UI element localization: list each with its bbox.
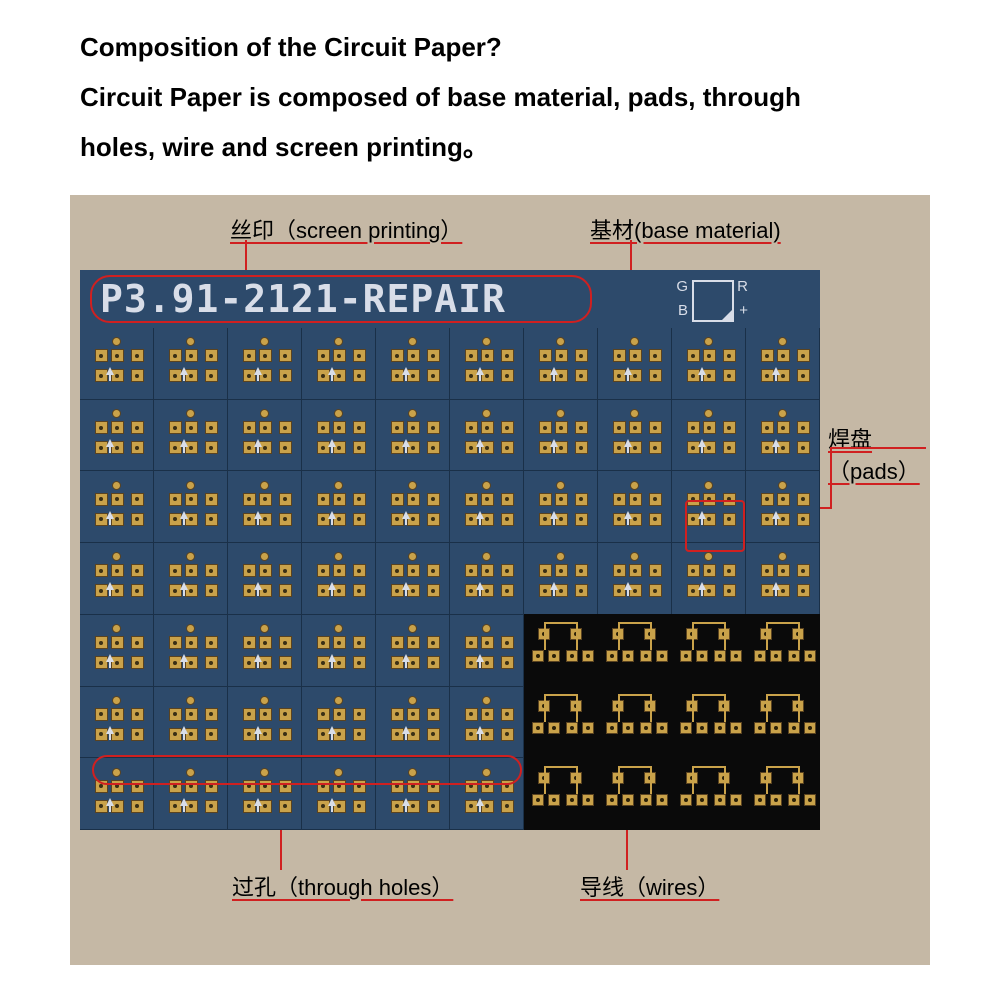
grid-cell <box>154 615 228 687</box>
grid-cell <box>672 543 746 615</box>
grid-cell <box>80 687 154 759</box>
grid-cell <box>376 615 450 687</box>
grid-cell <box>154 687 228 759</box>
wire-cell <box>524 614 598 686</box>
grid-cell <box>450 328 524 400</box>
marker-g: G <box>676 278 688 295</box>
grid-cell <box>228 400 302 472</box>
grid-cell <box>154 471 228 543</box>
grid-cell <box>302 328 376 400</box>
grid-cell <box>80 543 154 615</box>
grid-cell <box>746 328 820 400</box>
leader-base-material <box>630 240 632 270</box>
grid-cell <box>154 400 228 472</box>
grid-cell <box>672 328 746 400</box>
grid-cell <box>154 328 228 400</box>
grid-cell <box>228 543 302 615</box>
wire-cell <box>524 758 598 830</box>
grid-cell <box>450 471 524 543</box>
grid-cell <box>80 328 154 400</box>
diagram-frame: 丝印（screen printing） 基材(base material) 焊盘… <box>70 195 930 965</box>
leader-pads-h <box>830 447 926 449</box>
pcb-board: P3.91-2121-REPAIR G R B + <box>80 270 820 830</box>
heading-line3: holes, wire and screen printing。 <box>80 128 489 167</box>
wire-cell <box>524 686 598 758</box>
grid-cell <box>228 328 302 400</box>
wire-cell <box>746 614 820 686</box>
grid-cell <box>450 615 524 687</box>
label-pads: 焊盘（pads） <box>828 422 930 486</box>
grid-cell <box>228 615 302 687</box>
wire-cell <box>598 758 672 830</box>
label-through-holes: 过孔（through holes） <box>232 870 453 902</box>
grid-cell <box>524 543 598 615</box>
grid-cell <box>376 543 450 615</box>
grid-cell <box>524 400 598 472</box>
grid-cell <box>598 543 672 615</box>
grid-cell <box>450 543 524 615</box>
leader-pads-v1 <box>830 447 832 507</box>
heading-line1: Composition of the Circuit Paper? <box>80 28 502 67</box>
silkscreen-title-box: P3.91-2121-REPAIR <box>90 275 592 323</box>
grid-cell <box>450 687 524 759</box>
wires-region <box>524 614 820 830</box>
silkscreen-title: P3.91-2121-REPAIR <box>100 277 506 321</box>
grid-cell <box>302 400 376 472</box>
wire-cell <box>672 686 746 758</box>
grid-cell <box>302 687 376 759</box>
wire-cell <box>598 686 672 758</box>
grid-cell <box>746 543 820 615</box>
orientation-marker <box>692 280 734 322</box>
highlight-through-holes <box>92 755 522 785</box>
label-wires: 导线（wires） <box>580 870 719 902</box>
grid-cell <box>154 543 228 615</box>
highlight-pads <box>685 500 745 552</box>
grid-cell <box>376 328 450 400</box>
marker-plus: + <box>739 302 748 319</box>
label-screen-printing: 丝印（screen printing） <box>230 213 462 245</box>
grid-cell <box>598 471 672 543</box>
heading-line2: Circuit Paper is composed of base materi… <box>80 78 801 117</box>
marker-r: R <box>737 278 748 295</box>
grid-cell <box>302 471 376 543</box>
marker-b: B <box>678 302 688 319</box>
grid-cell <box>302 543 376 615</box>
grid-cell <box>524 328 598 400</box>
grid-cell <box>746 400 820 472</box>
wire-cell <box>672 758 746 830</box>
grid-cell <box>672 400 746 472</box>
grid-cell <box>524 471 598 543</box>
grid-cell <box>376 687 450 759</box>
grid-cell <box>746 471 820 543</box>
grid-cell <box>598 328 672 400</box>
wire-cell <box>672 614 746 686</box>
grid-cell <box>302 615 376 687</box>
grid-cell <box>376 471 450 543</box>
grid-cell <box>80 400 154 472</box>
label-base-material: 基材(base material) <box>590 213 781 245</box>
grid-cell <box>598 400 672 472</box>
wire-cell <box>746 686 820 758</box>
grid-cell <box>80 471 154 543</box>
grid-cell <box>228 687 302 759</box>
grid-cell <box>80 615 154 687</box>
grid-cell <box>228 471 302 543</box>
wire-cell <box>746 758 820 830</box>
grid-cell <box>376 400 450 472</box>
wire-cell <box>598 614 672 686</box>
grid-cell <box>450 400 524 472</box>
